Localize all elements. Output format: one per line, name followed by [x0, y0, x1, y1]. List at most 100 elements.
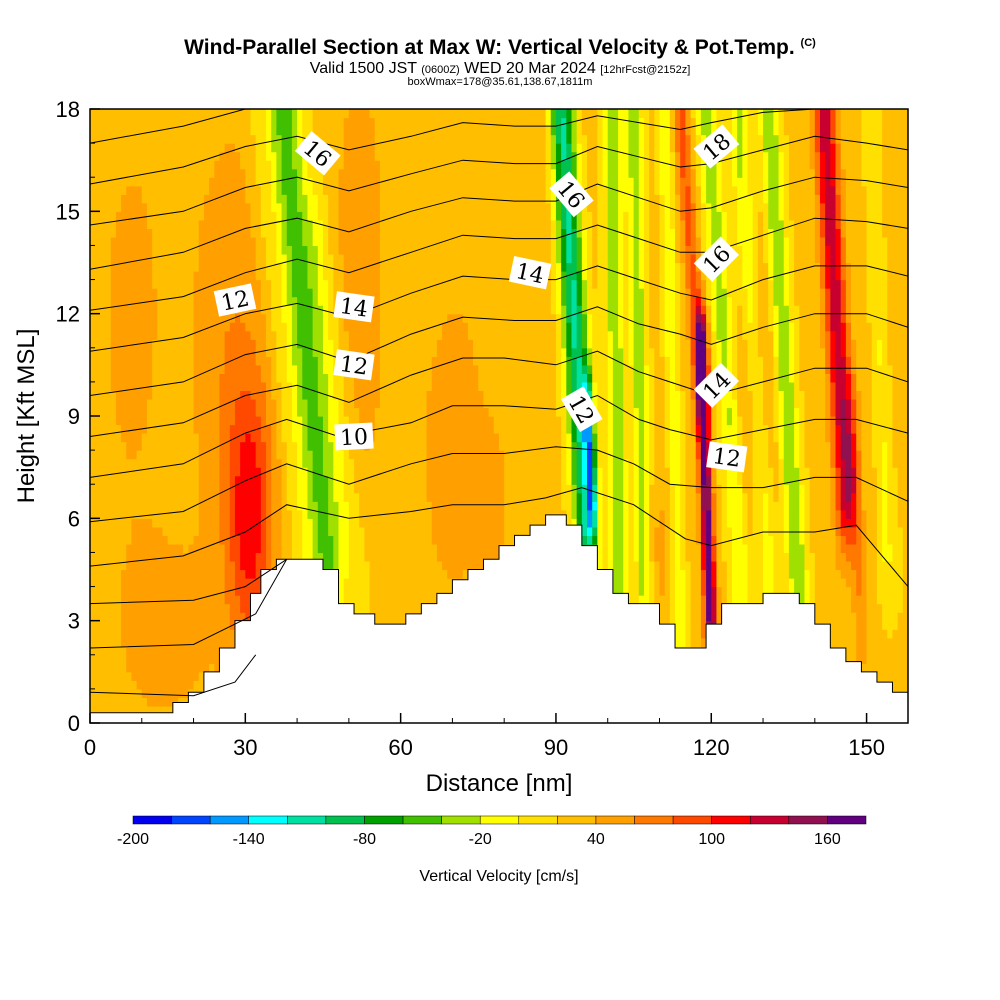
w-cell: [203, 492, 210, 502]
w-cell: [882, 552, 888, 562]
w-cell: [876, 492, 883, 502]
w-cell: [467, 552, 474, 562]
w-cell: [555, 467, 562, 477]
w-cell: [473, 458, 479, 468]
w-cell: [493, 458, 500, 468]
w-cell: [322, 526, 329, 536]
w-cell: [157, 612, 164, 622]
w-cell: [695, 475, 702, 485]
w-cell: [193, 629, 200, 639]
w-cell: [250, 450, 257, 460]
w-cell: [576, 509, 583, 519]
w-cell: [680, 492, 686, 502]
w-cell: [152, 663, 158, 673]
w-cell: [804, 552, 811, 562]
w-cell: [778, 560, 785, 571]
w-cell: [535, 484, 542, 494]
w-cell: [555, 458, 562, 468]
w-cell: [731, 467, 738, 477]
w-cell: [897, 458, 904, 468]
w-cell: [861, 637, 868, 647]
w-cell: [882, 612, 888, 622]
w-cell: [110, 467, 117, 477]
w-cell: [882, 620, 888, 630]
w-cell: [602, 560, 609, 571]
w-cell: [649, 569, 655, 579]
w-cell: [473, 484, 479, 494]
w-cell: [882, 535, 888, 545]
w-cell: [794, 467, 800, 477]
w-cell: [136, 543, 143, 554]
w-cell: [219, 518, 226, 528]
w-cell: [819, 501, 826, 511]
w-cell: [442, 552, 448, 562]
w-cell: [369, 569, 376, 579]
w-cell: [162, 595, 169, 605]
w-cell: [763, 543, 769, 554]
w-cell: [410, 501, 417, 511]
w-cell: [348, 475, 355, 485]
w-cell: [121, 578, 127, 588]
w-cell: [240, 509, 246, 519]
w-cell: [400, 526, 407, 536]
w-cell: [830, 629, 837, 639]
w-cell: [856, 569, 863, 579]
w-cell: [840, 526, 847, 536]
w-cell: [576, 475, 583, 485]
w-cell: [291, 526, 298, 536]
w-cell: [245, 501, 252, 511]
w-cell: [550, 475, 557, 485]
w-cell: [628, 467, 635, 477]
w-cell: [504, 526, 510, 536]
w-cell: [866, 501, 873, 511]
w-cell: [757, 526, 764, 536]
w-cell: [809, 458, 816, 468]
w-cell: [757, 535, 764, 545]
w-cell: [209, 578, 215, 588]
w-cell: [343, 458, 350, 468]
w-cell: [902, 501, 908, 511]
w-cell: [385, 458, 391, 468]
w-cell: [245, 552, 252, 562]
w-cell: [90, 586, 96, 596]
w-cell: [882, 543, 888, 554]
w-cell: [224, 560, 231, 571]
w-cell: [110, 535, 117, 545]
w-cell: [690, 492, 697, 502]
w-cell: [462, 458, 469, 468]
w-cell: [462, 535, 469, 545]
w-cell: [737, 526, 743, 536]
w-cell: [240, 560, 246, 571]
w-cell: [390, 501, 397, 511]
w-cell: [229, 475, 236, 485]
w-cell: [385, 526, 391, 536]
w-cell: [317, 535, 324, 545]
w-cell: [814, 518, 821, 528]
w-cell: [131, 671, 138, 681]
w-cell: [535, 475, 542, 485]
w-cell: [178, 671, 184, 681]
w-cell: [167, 484, 174, 494]
w-cell: [876, 509, 883, 519]
w-cell: [167, 705, 174, 716]
w-cell: [892, 467, 899, 477]
w-cell: [188, 492, 195, 502]
w-cell: [840, 629, 847, 639]
w-cell: [607, 552, 614, 562]
w-cell: [90, 501, 96, 511]
w-cell: [866, 569, 873, 579]
w-cell: [514, 475, 521, 485]
w-cell: [110, 612, 117, 622]
w-cell: [835, 569, 842, 579]
w-cell: [711, 526, 718, 536]
w-cell: [757, 578, 764, 588]
w-cell: [245, 612, 252, 622]
w-cell: [845, 492, 852, 502]
w-cell: [763, 467, 769, 477]
w-cell: [379, 612, 386, 622]
w-cell: [188, 484, 195, 494]
w-cell: [322, 492, 329, 502]
w-cell: [369, 586, 376, 596]
w-cell: [473, 543, 479, 554]
w-cell: [783, 475, 790, 485]
